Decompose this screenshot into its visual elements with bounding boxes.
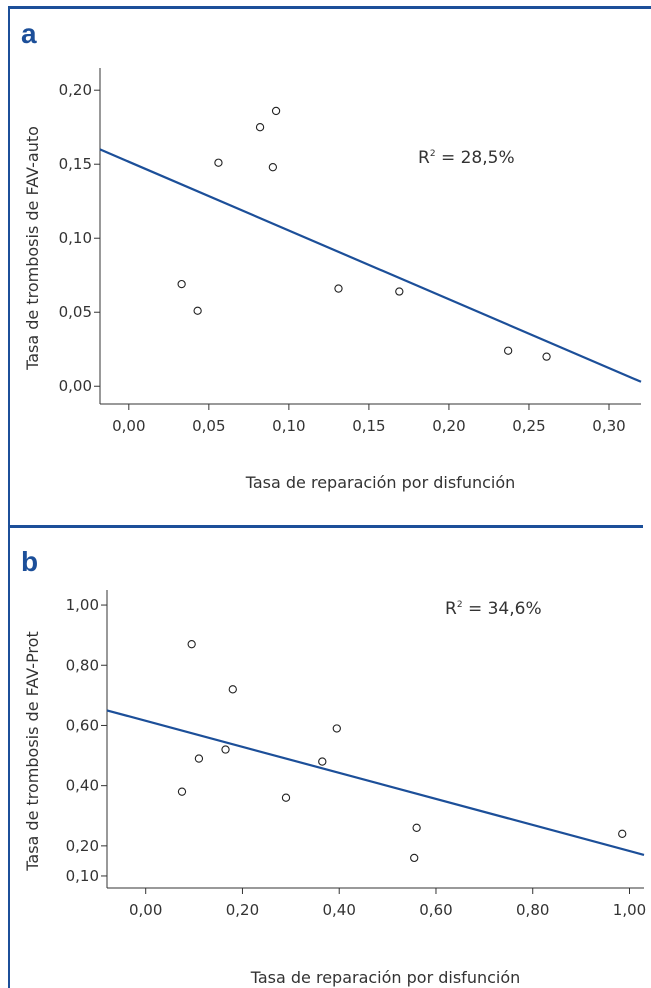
chart-b-y-axis-title: Tasa de trombosis de FAV-Prot (23, 631, 42, 871)
chart-a-x-tick-label: 0,20 (432, 417, 465, 435)
chart-b-y-tick-label: 0,40 (66, 777, 99, 795)
chart-a-y-tick-label: 0,10 (59, 229, 92, 247)
chart-a-x-tick-label: 0,25 (512, 417, 545, 435)
chart-b-data-point (332, 724, 341, 733)
chart-b-data-point (618, 829, 627, 838)
chart-b-x-tick-label: 0,00 (129, 901, 162, 919)
chart-b-data-point (177, 787, 187, 796)
chart-b-y-tick-label: 0,20 (66, 837, 99, 855)
chart-a-data-point (214, 158, 223, 167)
panel-separator-line (8, 525, 643, 528)
chart-a-data-point (334, 284, 343, 293)
chart-b-r-squared-annotation: R2 = 34,6% (445, 599, 542, 619)
chart-a-x-tick-label: 0,15 (352, 417, 385, 435)
chart-b-data-point (281, 793, 291, 802)
chart-a-data-point (542, 352, 551, 361)
chart-b-x-tick-label: 0,80 (516, 901, 549, 919)
chart-a-y-tick-label: 0,15 (59, 155, 92, 173)
chart-b-data-point (410, 853, 419, 863)
chart-b-regression-line (106, 709, 645, 856)
chart-a-data-point (177, 279, 186, 289)
chart-a-x-axis-title: Tasa de reparación por disfunción (245, 473, 516, 492)
chart-a-data-point (395, 287, 404, 296)
left-border-line (8, 6, 10, 988)
chart-a-data-point (255, 123, 265, 132)
chart-b-data-point (187, 640, 196, 649)
chart-a-data-point (193, 306, 202, 315)
chart-b-x-tick-label: 1,00 (613, 901, 646, 919)
top-border-line (8, 6, 651, 9)
chart-a-x-tick-label: 0,30 (592, 417, 625, 435)
chart-b-x-tick-label: 0,40 (323, 901, 356, 919)
chart-a-r-squared-annotation: R2 = 28,5% (418, 148, 515, 168)
chart-a-data-point (271, 106, 281, 116)
panel-label-a: a (21, 18, 37, 49)
chart-b-y-tick-label: 0,80 (66, 656, 99, 674)
chart-b-data-point (221, 745, 230, 754)
chart-a-x-tick-label: 0,10 (272, 417, 305, 435)
chart-b-x-tick-label: 0,60 (419, 901, 452, 919)
chart-a-x-tick-label: 0,05 (192, 417, 225, 435)
chart-a-x-tick-label: 0,00 (112, 417, 145, 435)
chart-a-y-tick-label: 0,05 (59, 303, 92, 321)
chart-b-y-tick-label: 1,00 (66, 596, 99, 614)
chart-b-data-point (228, 685, 237, 694)
chart-a-data-point (504, 346, 513, 355)
chart-b-data-point (318, 757, 327, 766)
chart-b-data-point (412, 823, 421, 832)
chart-b-y-tick-label: 0,60 (66, 716, 99, 734)
chart-a-y-tick-label: 0,00 (59, 377, 92, 395)
chart-b-data-point (194, 754, 204, 763)
chart-a-y-axis-title: Tasa de trombosis de FAV-auto (23, 126, 42, 371)
chart-b-x-tick-label: 0,20 (226, 901, 259, 919)
panel-label-b: b (21, 546, 39, 577)
chart-a-regression-line (99, 148, 642, 383)
chart-b-x-axis-title: Tasa de reparación por disfunción (250, 968, 521, 987)
chart-a-data-point (268, 163, 278, 172)
chart-b-y-tick-label: 0,10 (66, 867, 99, 885)
chart-a-y-tick-label: 0,20 (59, 81, 92, 99)
